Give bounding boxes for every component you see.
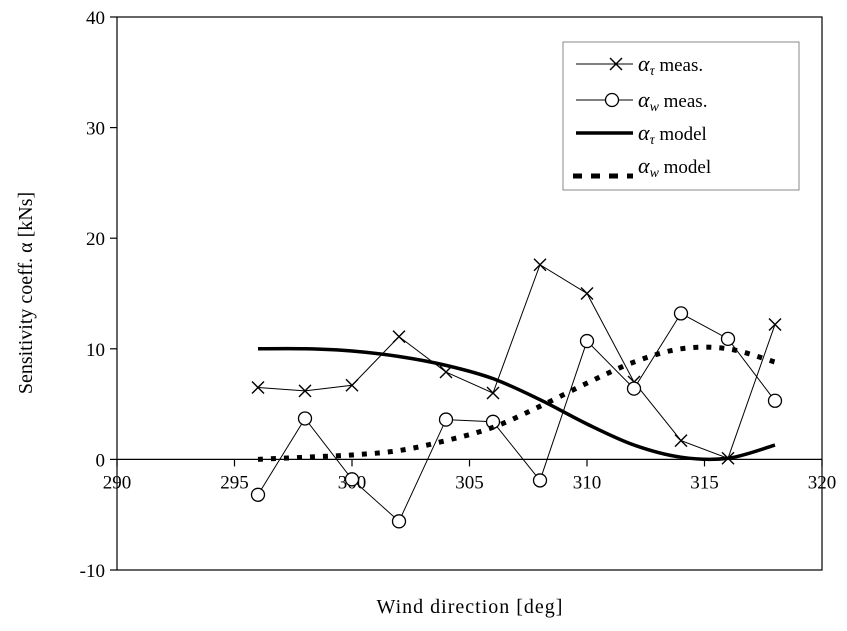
y-tick-label: 40 — [86, 8, 105, 29]
data-point — [297, 411, 313, 426]
series-3 — [257, 346, 776, 462]
cross-stroke — [251, 381, 265, 395]
data-point — [674, 434, 688, 448]
legend-item-4: αw model — [573, 153, 711, 181]
data-point — [251, 381, 265, 395]
legend-marker — [609, 57, 623, 71]
x-tick-label: 310 — [573, 472, 602, 493]
legend-marker — [604, 92, 620, 108]
data-point — [250, 487, 266, 502]
x-tick-label: 305 — [455, 472, 484, 493]
data-point — [298, 384, 312, 398]
legend-item-3: ατ model — [576, 120, 707, 148]
cross-stroke — [768, 317, 782, 331]
legend-label: ατ meas. — [638, 51, 703, 79]
data-point — [392, 330, 406, 344]
cross-stroke — [486, 386, 500, 400]
x-tick-label: 290 — [103, 472, 132, 493]
cross-stroke — [298, 384, 312, 398]
x-tick-label: 315 — [690, 472, 719, 493]
legend-label: ατ model — [638, 120, 707, 148]
y-tick-label: 10 — [86, 340, 105, 361]
cross-stroke — [674, 434, 688, 448]
data-point — [438, 412, 454, 427]
data-point — [767, 393, 783, 408]
legend-label: αw meas. — [638, 87, 707, 115]
data-point — [626, 381, 642, 396]
series-line — [257, 346, 776, 462]
data-point — [579, 333, 595, 349]
data-point — [720, 331, 736, 346]
data-point — [344, 472, 360, 487]
x-tick-label: 295 — [220, 472, 249, 493]
series-line — [257, 312, 776, 523]
legend-label: αw model — [638, 153, 711, 181]
y-tick-label: -10 — [80, 561, 105, 582]
data-point — [486, 386, 500, 400]
y-axis-label: Sensitivity coeff. α [kNs] — [15, 192, 37, 394]
y-tick-label: 0 — [96, 450, 106, 471]
legend-box — [562, 41, 800, 191]
cross-stroke — [392, 330, 406, 344]
series-4 — [257, 344, 776, 462]
data-point — [533, 258, 547, 272]
data-point — [768, 317, 782, 331]
cross-stroke — [580, 287, 594, 300]
data-point — [391, 514, 407, 529]
legend-item-1: ατ meas. — [576, 51, 703, 79]
y-tick-label: 20 — [86, 229, 105, 250]
series-line — [257, 344, 776, 462]
cross-stroke — [345, 378, 359, 392]
series-line — [257, 263, 776, 459]
legend-item-2: αw meas. — [576, 87, 707, 115]
series-2 — [250, 306, 783, 529]
cross-stroke — [609, 57, 623, 71]
data-point — [532, 473, 548, 488]
x-tick-label: 320 — [808, 472, 837, 493]
cross-stroke — [533, 258, 547, 272]
x-axis-label: Wind direction [deg] — [377, 596, 564, 618]
data-point — [580, 287, 594, 300]
data-point — [345, 378, 359, 392]
data-point — [673, 306, 689, 321]
y-tick-label: 30 — [86, 119, 105, 140]
